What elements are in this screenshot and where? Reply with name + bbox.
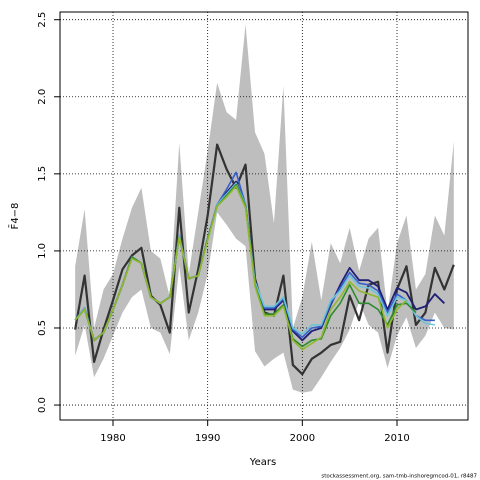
x-tick-label: 2010	[384, 433, 409, 444]
x-tick-label: 1980	[100, 433, 125, 444]
series-line	[74, 185, 408, 351]
x-axis-label: Years	[249, 457, 276, 468]
confidence-band	[75, 24, 454, 393]
x-tick-label: 1990	[195, 433, 220, 444]
y-tick-label: 2.5	[37, 12, 48, 28]
y-tick-label: 2.0	[37, 89, 48, 105]
footnote: stockassessment.org, sam-tmb-inshoregmco…	[321, 474, 477, 480]
x-tick-label: 2000	[290, 433, 315, 444]
y-tick-label: 0.0	[37, 397, 48, 413]
y-tick-label: 1.0	[37, 243, 48, 259]
plot-frame	[59, 11, 469, 421]
y-tick-label: 1.5	[37, 166, 48, 182]
y-axis-label: F̄4−8	[8, 203, 21, 230]
y-tick-label: 0.5	[37, 320, 48, 336]
